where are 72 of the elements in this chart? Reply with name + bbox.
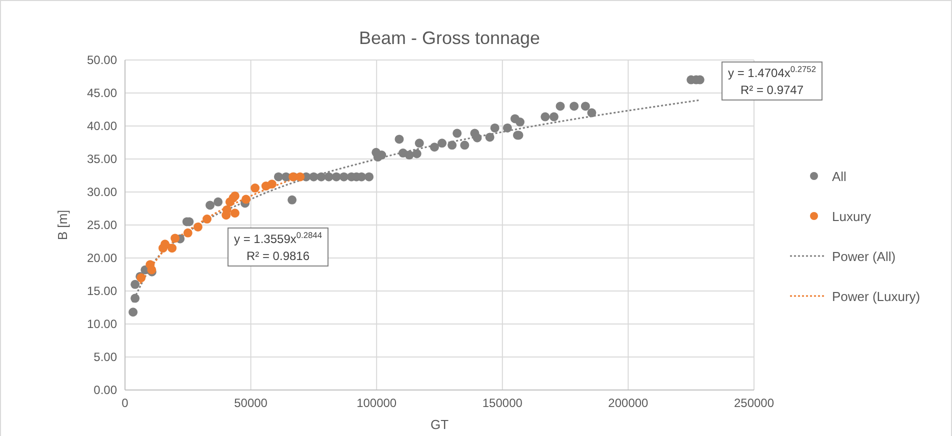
y-tick-label: 45.00: [86, 86, 118, 100]
y-tick-label: 50.00: [86, 53, 118, 67]
annotation: y = 1.4704x$^{0.2752}$: [728, 64, 816, 80]
x-tick-label: 250000: [734, 396, 774, 410]
legend-label: Luxury: [832, 209, 872, 224]
point: [490, 123, 500, 132]
point: [556, 102, 565, 111]
annotation: R² = 0.9747: [740, 83, 804, 97]
point: [130, 280, 140, 289]
x-tick-label: 150000: [482, 396, 523, 410]
point: [540, 112, 550, 122]
point: [296, 172, 305, 182]
y-tick-label: 25.00: [86, 218, 118, 232]
point: [438, 138, 447, 148]
point: [130, 294, 140, 303]
point: [332, 172, 341, 182]
y-tick-label: 35.00: [86, 152, 118, 166]
point: [128, 308, 138, 317]
point: [168, 244, 177, 253]
point: [394, 134, 404, 144]
point: [430, 142, 439, 152]
legend-label: Power (Luxury): [832, 289, 920, 304]
annotation: R² = 0.9816: [246, 249, 310, 263]
point: [587, 108, 596, 118]
point: [414, 138, 424, 148]
annotation: y = 1.3559x$^{0.2844}$: [234, 230, 322, 246]
y-tick-label: 10.00: [86, 317, 118, 331]
point: [549, 112, 558, 122]
point: [288, 195, 297, 204]
point: [448, 140, 457, 150]
point: [202, 214, 212, 224]
point: [412, 149, 422, 158]
y-axis-title: B [m]: [55, 210, 70, 240]
point: [580, 102, 590, 111]
x-tick-label: 50000: [234, 396, 268, 410]
x-tick-label: 0: [122, 396, 129, 410]
point: [570, 102, 579, 111]
point: [250, 184, 260, 193]
y-tick-label: 5.00: [94, 350, 118, 364]
point: [267, 180, 276, 189]
point: [364, 172, 374, 182]
x-axis-title: GT: [430, 417, 449, 432]
point: [485, 132, 494, 142]
legend-label: Power (All): [832, 249, 896, 264]
point: [516, 118, 525, 127]
chart-title: Beam - Gross tonnage: [358, 28, 540, 48]
point: [309, 172, 318, 182]
point: [460, 140, 470, 150]
point: [452, 128, 462, 138]
line-series: [132, 99, 700, 304]
point: [242, 194, 251, 204]
point: [170, 234, 180, 243]
point: [230, 208, 240, 218]
y-tick-label: 40.00: [86, 119, 118, 133]
y-tick-label: 30.00: [86, 185, 118, 199]
x-tick-label: 200000: [608, 396, 649, 410]
point: [339, 172, 348, 182]
point: [274, 172, 283, 182]
point: [193, 222, 202, 232]
point: [404, 150, 414, 160]
point: [183, 228, 192, 238]
y-tick-label: 15.00: [86, 284, 118, 298]
x-tick-label: 100000: [356, 396, 397, 410]
legend-label: All: [832, 169, 847, 184]
point: [316, 172, 326, 182]
point: [206, 200, 215, 210]
y-tick-label: 0.00: [94, 383, 118, 397]
point: [502, 123, 512, 132]
point: [214, 197, 223, 206]
y-tick-label: 20.00: [86, 251, 118, 265]
point: [324, 172, 334, 182]
point: [472, 133, 482, 142]
